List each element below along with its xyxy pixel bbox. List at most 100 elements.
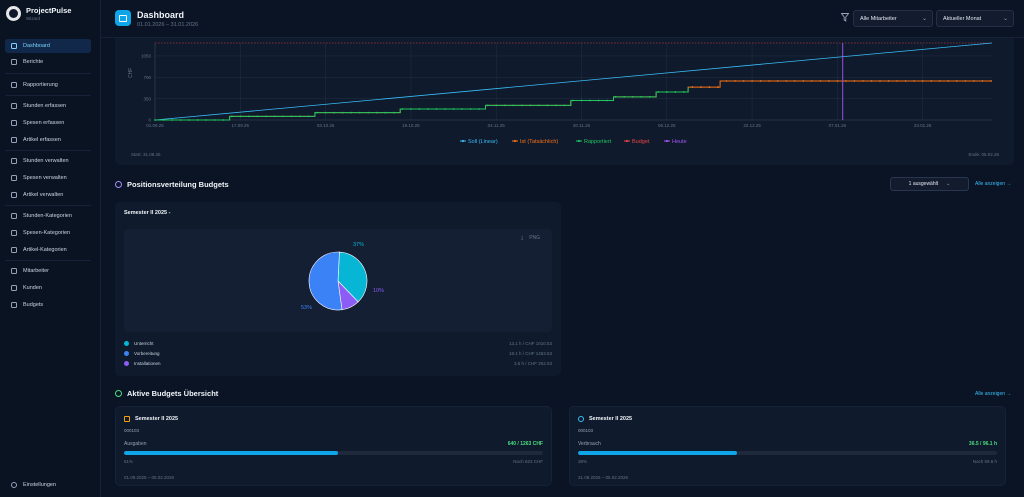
chart-start-label: Start: 31.08.25 [131, 152, 161, 157]
rapportiert-point [350, 111, 353, 114]
sidebar-item-einstellungen[interactable]: Einstellungen [5, 478, 91, 492]
period-select[interactable]: Aktueller Monat ⌄ [936, 10, 1014, 27]
rapportiert-point [179, 119, 182, 121]
legend-label: Ist (Tatsächlich) [520, 139, 558, 145]
ist-point [691, 86, 694, 88]
budget-name: Semester II 2025 [589, 416, 633, 422]
sidebar-item-mitarbeiter[interactable]: Mitarbeiter [5, 264, 91, 278]
ist-point [862, 80, 864, 82]
budget-select[interactable]: 1 ausgewählt ⌄ [890, 177, 969, 191]
sidebar-item-artikel-verwalten[interactable]: Artikel verwalten [5, 188, 91, 202]
ist-point [981, 80, 984, 82]
rapportiert-point [555, 104, 557, 107]
budget-metric-value: 36.5 / 96.1 h [968, 441, 997, 447]
rapportiert-point [546, 104, 549, 107]
show-all-positions-link[interactable]: Alle anzeigen → [975, 181, 1012, 187]
user-name: Wizard [26, 16, 41, 21]
rapportiert-point [623, 95, 626, 98]
rapportiert-point [461, 108, 463, 110]
sidebar-item-stunden-erfassen[interactable]: Stunden erfassen [5, 99, 91, 113]
rapportiert-point [529, 104, 532, 107]
budget-card[interactable]: Semester II 2025 000103 Verbrauch 36.5 /… [569, 406, 1006, 486]
ist-point [896, 80, 899, 82]
sidebar-item-budgets[interactable]: Budgets [5, 298, 91, 312]
rapportiert-point [247, 115, 250, 118]
ist-point [870, 80, 873, 82]
rapportiert-point [674, 91, 677, 93]
sidebar-item-spesen-verwalten[interactable]: Spesen verwalten [5, 171, 91, 185]
ist-point [785, 80, 788, 82]
divider [5, 95, 91, 96]
ist-point [930, 80, 933, 82]
ist-point [972, 80, 975, 82]
currency-icon [124, 416, 130, 422]
y-axis-unit: CHF [128, 68, 134, 78]
sidebar-item-kunden[interactable]: Kunden [5, 281, 91, 295]
calendar-icon [115, 10, 131, 26]
ist-point [845, 80, 847, 82]
tag-icon [11, 230, 17, 236]
x-tick-label: 22.12.25 [743, 123, 761, 128]
sidebar-item-stunden-kategorien[interactable]: Stunden-Kategorien [5, 209, 91, 223]
ist-point [810, 80, 813, 82]
sidebar-item-artikel-kategorien[interactable]: Artikel-Kategorien [5, 243, 91, 257]
ist-point [793, 80, 796, 82]
rapportiert-point [537, 104, 540, 107]
period-select-value: Aktueller Monat [943, 15, 982, 22]
chevron-down-icon: ⌄ [1002, 16, 1008, 22]
legend-label: Rapportiert [584, 139, 612, 145]
rapportiert-point [384, 111, 387, 114]
legend-row[interactable]: Vorbereitung 18.1 h / CHF 1463.53 [124, 349, 552, 358]
legend-row[interactable]: Installationen 3.5 h / CHF 252.53 [124, 359, 552, 368]
export-png-button[interactable]: ⤓ PNG [521, 235, 540, 241]
rapportiert-point [657, 91, 660, 93]
gear-icon [11, 482, 17, 488]
sidebar-item-stunden-verwalten[interactable]: Stunden verwalten [5, 154, 91, 168]
y-tick-label: 350 [143, 96, 151, 101]
rapportiert-point [375, 111, 378, 114]
users-icon [11, 268, 17, 274]
legend-row[interactable]: Unterricht 13.1 h / CHF 1010.53 [124, 339, 552, 348]
sidebar-item-spesen-erfassen[interactable]: Spesen erfassen [5, 116, 91, 130]
sidebar-item-artikel-erfassen[interactable]: Artikel erfassen [5, 133, 91, 147]
sidebar-item-label: Rapportierung [23, 82, 58, 88]
rapportiert-point [648, 95, 651, 98]
sidebar-item-label: Budgets [23, 302, 44, 308]
legend-marker [625, 139, 629, 143]
chevron-down-icon: ⌄ [921, 16, 927, 22]
budget-progress-chart: 0 350 700 1050 01.09.25 17.09.25 03.10.25 19.1… [128, 42, 999, 157]
sidebar-item-label: Mitarbeiter [23, 268, 49, 274]
budget-card[interactable]: Semester II 2025 000103 Ausgaben 640 / 1… [115, 406, 552, 486]
date-range: 01.01.2026 – 31.01.2026 [137, 22, 199, 28]
budget-select-value: 1 ausgewählt [908, 181, 939, 187]
rapportiert-point [341, 111, 344, 114]
sidebar-item-rapportierung[interactable]: Rapportierung [5, 78, 91, 92]
rapportiert-point [631, 95, 634, 98]
sidebar-item-label: Berichte [23, 59, 44, 65]
y-tick-label: 1050 [141, 54, 152, 59]
x-tick-label: 06.12.25 [658, 123, 676, 128]
legend-label: Unterricht [134, 341, 154, 346]
legend-value: 3.5 h / CHF 252.53 [513, 361, 552, 366]
show-all-budgets-link[interactable]: Alle anzeigen → [975, 391, 1012, 397]
sidebar-item-label: Kunden [23, 285, 42, 291]
legend-label: Budget [632, 139, 650, 145]
rapportiert-point [282, 115, 284, 118]
budget-percent: 51% [124, 459, 134, 464]
rapportiert-point [264, 115, 267, 118]
rapportiert-point [427, 108, 429, 110]
sidebar-item-spesen-kategorien[interactable]: Spesen-Kategorien [5, 226, 91, 240]
sidebar-item-label: Dashboard [23, 43, 50, 49]
rapportiert-line [155, 87, 689, 121]
rapportiert-point [358, 111, 361, 114]
legend-label: Vorbereitung [134, 351, 160, 356]
sidebar-item-dashboard[interactable]: Dashboard [5, 39, 91, 53]
employee-select[interactable]: Alle Mitarbeiter ⌄ [853, 10, 933, 27]
x-tick-label: 01.09.25 [146, 123, 164, 128]
budget-progress-fill [578, 451, 738, 455]
sidebar-item-berichte[interactable]: Berichte [5, 55, 91, 69]
budget-name: Semester II 2025 [135, 416, 179, 422]
legend-label: Installationen [134, 361, 161, 366]
brand[interactable]: ProjectPulse Wizard [6, 6, 71, 21]
clock-icon [578, 416, 584, 422]
